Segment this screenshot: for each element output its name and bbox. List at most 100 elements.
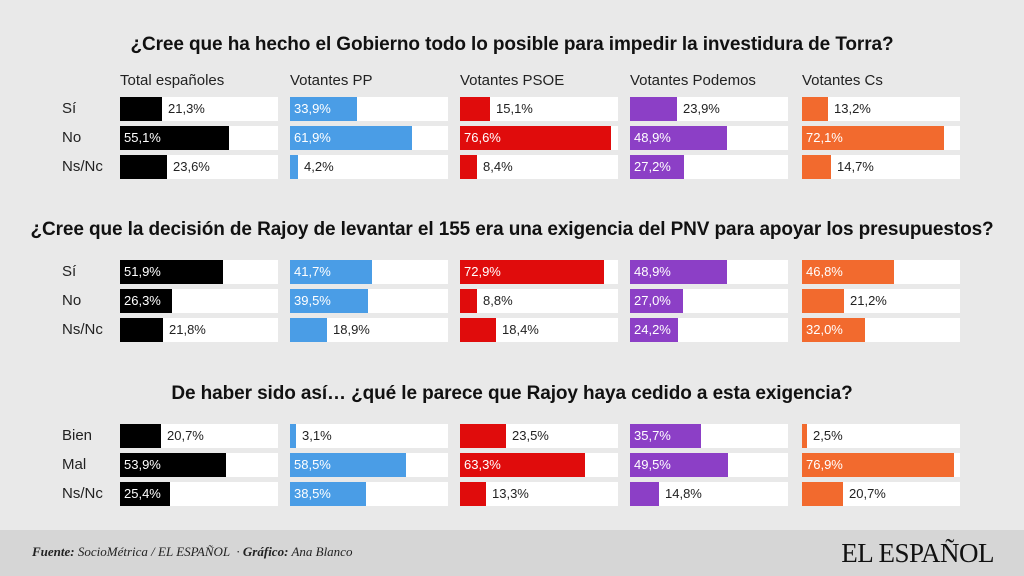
bar-track: 13,2% — [802, 97, 960, 121]
bar-track: 76,9% — [802, 453, 960, 477]
data-label: 38,5% — [294, 486, 331, 501]
bar-track: 27,2% — [630, 155, 788, 179]
bar-track: 35,7% — [630, 424, 788, 448]
bar — [120, 289, 172, 313]
data-label: 3,1% — [302, 428, 332, 443]
bar-track: 13,3% — [460, 482, 618, 506]
bar-track: 76,6% — [460, 126, 618, 150]
data-label: 8,4% — [483, 159, 513, 174]
data-label: 13,3% — [492, 486, 529, 501]
data-label: 32,0% — [806, 322, 843, 337]
bar — [460, 260, 604, 284]
bar — [802, 453, 954, 477]
data-label: 14,8% — [665, 486, 702, 501]
bar — [630, 155, 684, 179]
bar-track: 8,8% — [460, 289, 618, 313]
bar — [290, 260, 372, 284]
column-header: Votantes PP — [290, 72, 373, 89]
bar — [460, 289, 477, 313]
bar-track: 14,7% — [802, 155, 960, 179]
bar — [290, 289, 368, 313]
bar — [630, 289, 683, 313]
data-label: 53,9% — [124, 457, 161, 472]
bar — [290, 453, 406, 477]
graphic-label: Gráfico: — [242, 544, 289, 559]
row-label: No — [62, 292, 82, 309]
bar-track: 32,0% — [802, 318, 960, 342]
bar — [460, 155, 477, 179]
data-label: 61,9% — [294, 130, 331, 145]
bar-track: 20,7% — [120, 424, 278, 448]
question-title-2: ¿Cree que la decisión de Rajoy de levant… — [30, 219, 994, 240]
bar — [290, 155, 298, 179]
data-label: 14,7% — [837, 159, 874, 174]
bar — [120, 424, 161, 448]
data-label: 21,8% — [169, 322, 206, 337]
bar-track: 33,9% — [290, 97, 448, 121]
bar — [802, 318, 865, 342]
bar — [802, 424, 807, 448]
source-value: SocioMétrica / EL ESPAÑOL — [77, 544, 230, 559]
data-label: 41,7% — [294, 264, 331, 279]
bar-track: 55,1% — [120, 126, 278, 150]
bar — [460, 318, 496, 342]
bar — [630, 318, 678, 342]
data-label: 18,4% — [502, 322, 539, 337]
bar-track: 20,7% — [802, 482, 960, 506]
data-label: 39,5% — [294, 293, 331, 308]
credit-separator: · — [236, 544, 240, 559]
bar — [460, 482, 486, 506]
bar — [120, 453, 226, 477]
bar — [460, 126, 611, 150]
bar-track: 27,0% — [630, 289, 788, 313]
bar-track: 2,5% — [802, 424, 960, 448]
question-title-3: De haber sido así… ¿qué le parece que Ra… — [171, 383, 853, 404]
data-label: 58,5% — [294, 457, 331, 472]
column-header: Votantes Podemos — [630, 72, 756, 89]
data-label: 23,5% — [512, 428, 549, 443]
bar-track: 18,4% — [460, 318, 618, 342]
bar-track: 72,1% — [802, 126, 960, 150]
bar — [120, 260, 223, 284]
column-header: Votantes PSOE — [460, 72, 565, 89]
bar-track: 38,5% — [290, 482, 448, 506]
bar-track: 24,2% — [630, 318, 788, 342]
bar — [802, 97, 828, 121]
bar-track: 46,8% — [802, 260, 960, 284]
bar — [630, 424, 701, 448]
data-label: 33,9% — [294, 101, 331, 116]
data-label: 15,1% — [496, 101, 533, 116]
row-label: Ns/Nc — [62, 321, 103, 338]
data-label: 24,2% — [634, 322, 671, 337]
data-label: 21,2% — [850, 293, 887, 308]
data-label: 8,8% — [483, 293, 513, 308]
bar — [120, 155, 167, 179]
data-label: 25,4% — [124, 486, 161, 501]
data-label: 23,9% — [683, 101, 720, 116]
bar-track: 48,9% — [630, 260, 788, 284]
bar-track: 39,5% — [290, 289, 448, 313]
bar — [290, 126, 412, 150]
bar-track: 18,9% — [290, 318, 448, 342]
bar-track: 25,4% — [120, 482, 278, 506]
data-label: 27,2% — [634, 159, 671, 174]
data-label: 26,3% — [124, 293, 161, 308]
bar — [290, 482, 366, 506]
row-label: Mal — [62, 456, 87, 473]
question-title-1: ¿Cree que ha hecho el Gobierno todo lo p… — [130, 34, 894, 55]
bar-track: 21,8% — [120, 318, 278, 342]
column-header: Total españoles — [120, 72, 225, 89]
source-label: Fuente: — [32, 544, 75, 559]
row-label: Bien — [62, 427, 93, 444]
bar-track: 3,1% — [290, 424, 448, 448]
data-label: 2,5% — [813, 428, 843, 443]
column-header: Votantes Cs — [802, 72, 883, 89]
bar — [120, 97, 162, 121]
bar — [120, 482, 170, 506]
bar — [802, 260, 894, 284]
data-label: 55,1% — [124, 130, 161, 145]
data-label: 20,7% — [167, 428, 204, 443]
credits: Fuente: SocioMétrica / EL ESPAÑOL · Gráf… — [32, 544, 352, 560]
bar — [802, 289, 844, 313]
data-label: 20,7% — [849, 486, 886, 501]
